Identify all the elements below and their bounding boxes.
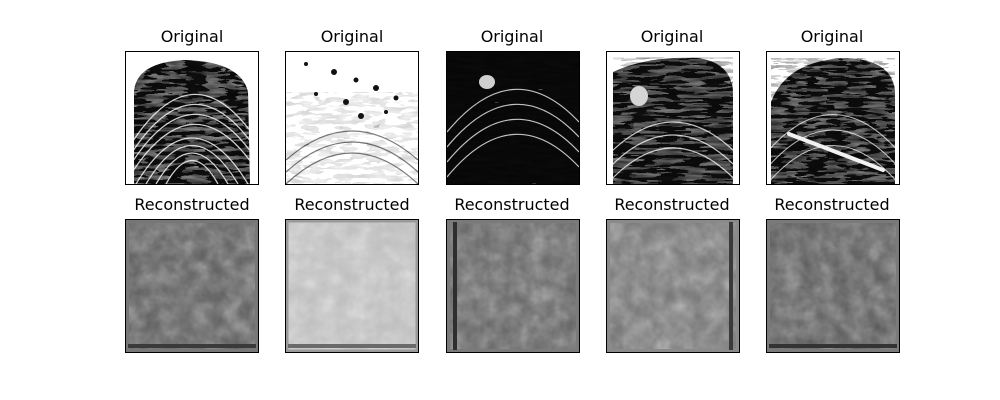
panel-title-original-5: Original — [800, 27, 864, 46]
reconstructed-image-2 — [285, 219, 419, 353]
reconstructed-image-5 — [766, 219, 900, 353]
fingerprint-image — [607, 52, 739, 184]
panel-title-reconstructed-4: Reconstructed — [614, 195, 730, 214]
blurred-reconstruction-image — [447, 220, 579, 352]
panel-title-reconstructed-3: Reconstructed — [454, 195, 570, 214]
original-image-5 — [766, 51, 900, 185]
panel-title-reconstructed-5: Reconstructed — [774, 195, 890, 214]
blurred-reconstruction-image — [607, 220, 739, 352]
original-image-3 — [446, 51, 580, 185]
panel-title-original-2: Original — [320, 27, 384, 46]
fingerprint-image — [447, 52, 579, 184]
panel-title-original-3: Original — [480, 27, 544, 46]
blurred-reconstruction-image — [126, 220, 258, 352]
original-image-2 — [285, 51, 419, 185]
reconstructed-image-1 — [125, 219, 259, 353]
fingerprint-image — [286, 52, 418, 184]
original-image-1 — [125, 51, 259, 185]
blurred-reconstruction-image — [286, 220, 418, 352]
reconstructed-image-3 — [446, 219, 580, 353]
fingerprint-image — [126, 52, 258, 184]
panel-title-reconstructed-1: Reconstructed — [134, 195, 250, 214]
fingerprint-image — [767, 52, 899, 184]
blurred-reconstruction-image — [767, 220, 899, 352]
reconstructed-image-4 — [606, 219, 740, 353]
panel-title-original-4: Original — [640, 27, 704, 46]
panel-title-original-1: Original — [160, 27, 224, 46]
original-image-4 — [606, 51, 740, 185]
panel-title-reconstructed-2: Reconstructed — [294, 195, 410, 214]
